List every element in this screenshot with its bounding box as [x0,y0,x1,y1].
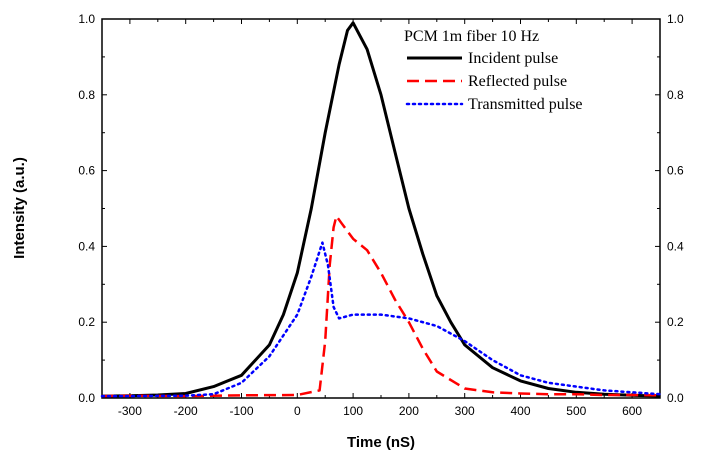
plot-area [101,18,661,399]
y-tick-label-right: 0.2 [667,315,684,329]
x-tick-label: 600 [622,404,642,418]
y-tick-label-left: 1.0 [78,12,95,26]
x-tick-label: -100 [229,404,253,418]
legend-label-1: Reflected pulse [468,73,567,90]
x-ticks: -300 -200 -100 0 100 200 300 400 500 600 [101,19,661,418]
y-ticks: 0.0 0.0 0.2 0.2 0.4 0.4 0.6 0.6 0.8 0.8 1.0 1.0 [78,12,684,405]
series-line-1 [101,214,661,398]
x-tick-label: 300 [455,404,475,418]
y-tick-label-left: 0.2 [78,315,95,329]
x-tick-label: 100 [343,404,363,418]
x-tick-label: 0 [294,404,301,418]
y-axis-title: Intensity (a.u.) [11,157,28,259]
y-tick-label-right: 0.0 [667,391,684,405]
series-layer [100,21,662,398]
y-tick-label-right: 0.6 [667,164,684,178]
series-line-0 [101,21,661,398]
y-tick-label-left: 0.6 [78,164,95,178]
x-axis-title: Time (nS) [347,434,415,451]
x-tick-label: 200 [399,404,419,418]
legend-items: Incident pulse Reflected pulse Transmitted… [405,50,583,113]
x-tick-label: 400 [510,404,530,418]
y-tick-label-left: 0.0 [78,391,95,405]
legend-label-2: Transmitted pulse [468,96,583,113]
x-tick-label: -200 [174,404,198,418]
x-tick-label: 500 [566,404,586,418]
y-tick-label-right: 1.0 [667,12,684,26]
y-tick-label-right: 0.8 [667,88,684,102]
legend-title: PCM 1m fiber 10 Hz [404,28,539,45]
x-tick-label: -300 [118,404,142,418]
legend-label-0: Incident pulse [468,50,558,67]
y-tick-label-left: 0.4 [78,239,95,253]
y-tick-label-right: 0.4 [667,239,684,253]
legend: PCM 1m fiber 10 Hz Incident pulse Reflect… [404,28,583,113]
y-tick-label-left: 0.8 [78,88,95,102]
